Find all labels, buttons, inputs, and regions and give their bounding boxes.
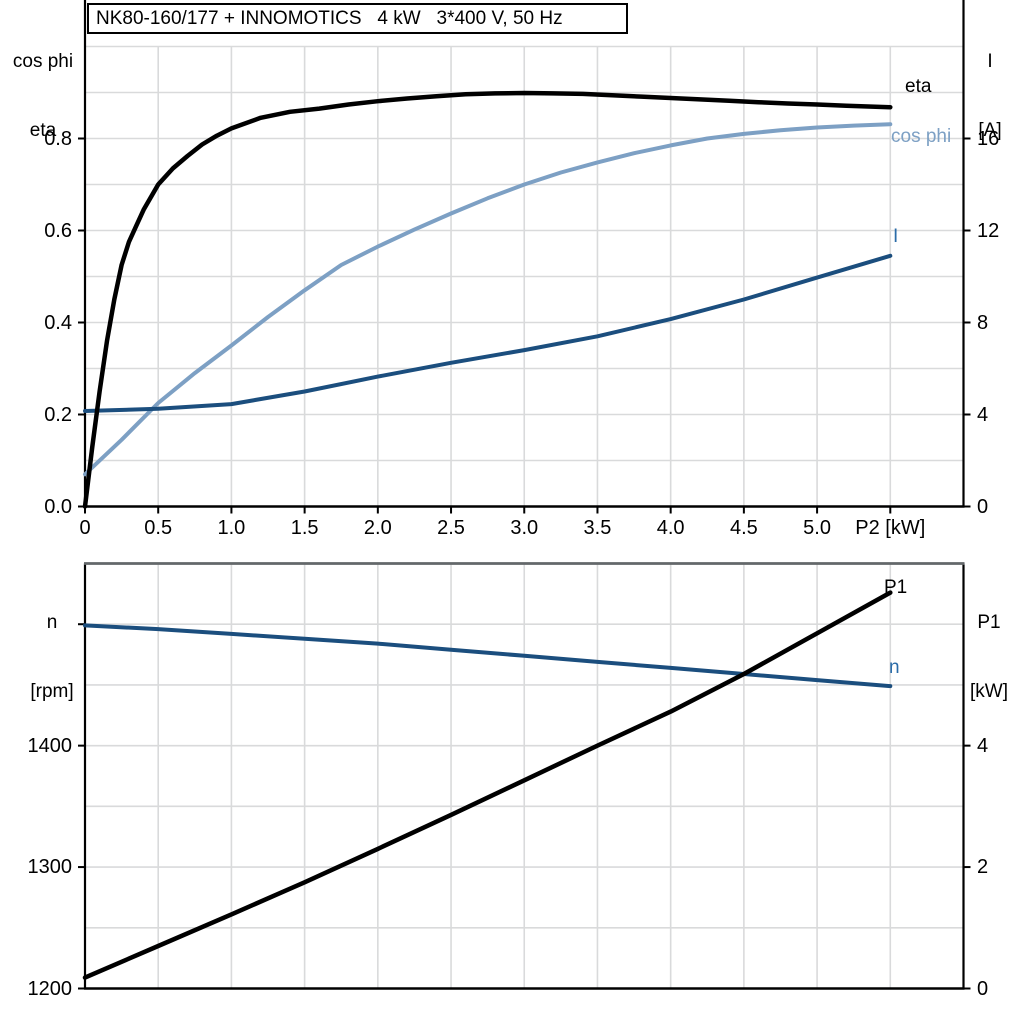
top-left-axis-title: cos phi eta [3, 4, 83, 188]
bottom-left-axis-title: n [rpm] [12, 565, 92, 749]
curve-label-n: n [889, 657, 900, 678]
y-right-tick-label: 4 [977, 403, 989, 426]
y-left-tick-label: 0.0 [44, 495, 72, 518]
y-right-tick-label: 16 [977, 127, 1000, 150]
y-left-tick-label: 0.8 [44, 127, 72, 150]
x-tick-label: 2.5 [437, 516, 465, 539]
axis-title-eta: eta [29, 120, 57, 141]
curve-label-current: I [893, 226, 899, 247]
curve-label-cos-phi: cos phi [891, 126, 952, 147]
x-tick-label: 3.5 [583, 516, 612, 539]
axis-title-speed: n [46, 612, 58, 633]
x-tick-label: P2 [kW] [855, 516, 926, 539]
axis-title-p1: P1 [977, 612, 1001, 633]
x-tick-label: 3.0 [510, 516, 539, 539]
y-left-tick-label: 0.6 [44, 219, 72, 242]
x-tick-label: 2.0 [363, 516, 392, 539]
y-left-tick-label: 1200 [27, 977, 73, 1000]
axis-title-current: I [987, 51, 993, 72]
y-left-tick-label: 1400 [27, 734, 73, 757]
top-right-axis-title: I [A] [956, 4, 1024, 188]
x-tick-label: 0.5 [144, 516, 173, 539]
bottom-right-axis-title: P1 [kW] [954, 565, 1024, 749]
axis-title-p1-unit: [kW] [970, 681, 1008, 702]
y-right-tick-label: 0 [977, 977, 989, 1000]
x-tick-label: 5.0 [803, 516, 831, 539]
axis-title-current-unit: [A] [978, 120, 1002, 141]
x-tick-label: 1.0 [217, 516, 246, 539]
y-left-tick-label: 0.4 [44, 311, 72, 334]
chart-title: NK80-160/177 + INNOMOTICS 4 kW 3*400 V, … [87, 3, 628, 34]
x-tick-label: 4.0 [656, 516, 685, 539]
x-tick-label: 0 [79, 516, 91, 539]
y-right-tick-label: 2 [977, 856, 989, 879]
curve-label-eta: eta [905, 76, 932, 97]
y-right-tick-label: 8 [977, 311, 989, 334]
axis-title-cos-phi: cos phi [12, 51, 74, 72]
y-left-tick-label: 0.2 [44, 403, 72, 426]
x-tick-label: 1.5 [290, 516, 319, 539]
y-right-tick-label: 4 [977, 734, 989, 757]
axis-title-speed-unit: [rpm] [30, 681, 74, 702]
y-right-tick-label: 0 [977, 495, 989, 518]
y-right-tick-label: 12 [977, 219, 1000, 242]
y-left-tick-label: 1300 [27, 856, 73, 879]
x-tick-label: 4.5 [729, 516, 758, 539]
curve-label-p1: P1 [884, 577, 908, 598]
